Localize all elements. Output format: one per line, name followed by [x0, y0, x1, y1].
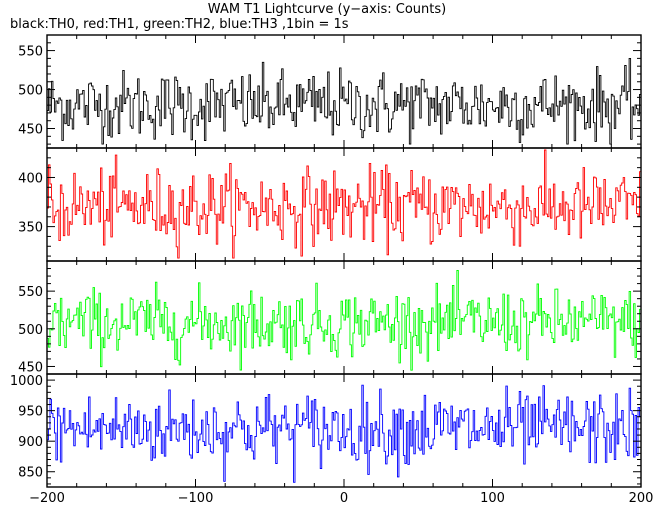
y-tick-label: 450 [18, 360, 43, 375]
chart-title: WAM T1 Lightcurve (y−axis: Counts) [207, 2, 447, 17]
panel-th3: 850 900 950 1000 [10, 373, 642, 488]
y-tick-label: 550 [18, 45, 43, 60]
panel-th0: 450 500 550 [18, 34, 642, 149]
y-tick-label: 400 [18, 171, 43, 186]
series-line-th0 [47, 57, 641, 145]
y-tick-label: 450 [18, 123, 43, 138]
y-tick-label: 500 [18, 84, 43, 99]
x-tick-label: 200 [629, 491, 654, 505]
chart-subtitle: black:TH0, red:TH1, green:TH2, blue:TH3 … [10, 17, 349, 32]
series-line-th2 [47, 270, 641, 371]
panel-th2: 450 500 550 [18, 260, 642, 375]
y-tick-label: 500 [18, 323, 43, 338]
y-tick-label: 850 [18, 466, 43, 481]
series-line-th3 [47, 384, 641, 483]
x-tick-label: −100 [178, 491, 214, 505]
panel-th1: 350 400 [18, 147, 642, 262]
y-tick-label: 550 [18, 285, 43, 300]
y-tick-label: 900 [18, 435, 43, 450]
x-tick-label: 100 [480, 491, 505, 505]
series-line-th1 [47, 149, 641, 259]
x-tick-label: 0 [340, 491, 348, 505]
y-tick-label: 950 [18, 405, 43, 420]
x-tick-label: −200 [29, 491, 65, 505]
y-tick-label: 1000 [10, 374, 43, 389]
y-tick-label: 350 [18, 221, 43, 236]
